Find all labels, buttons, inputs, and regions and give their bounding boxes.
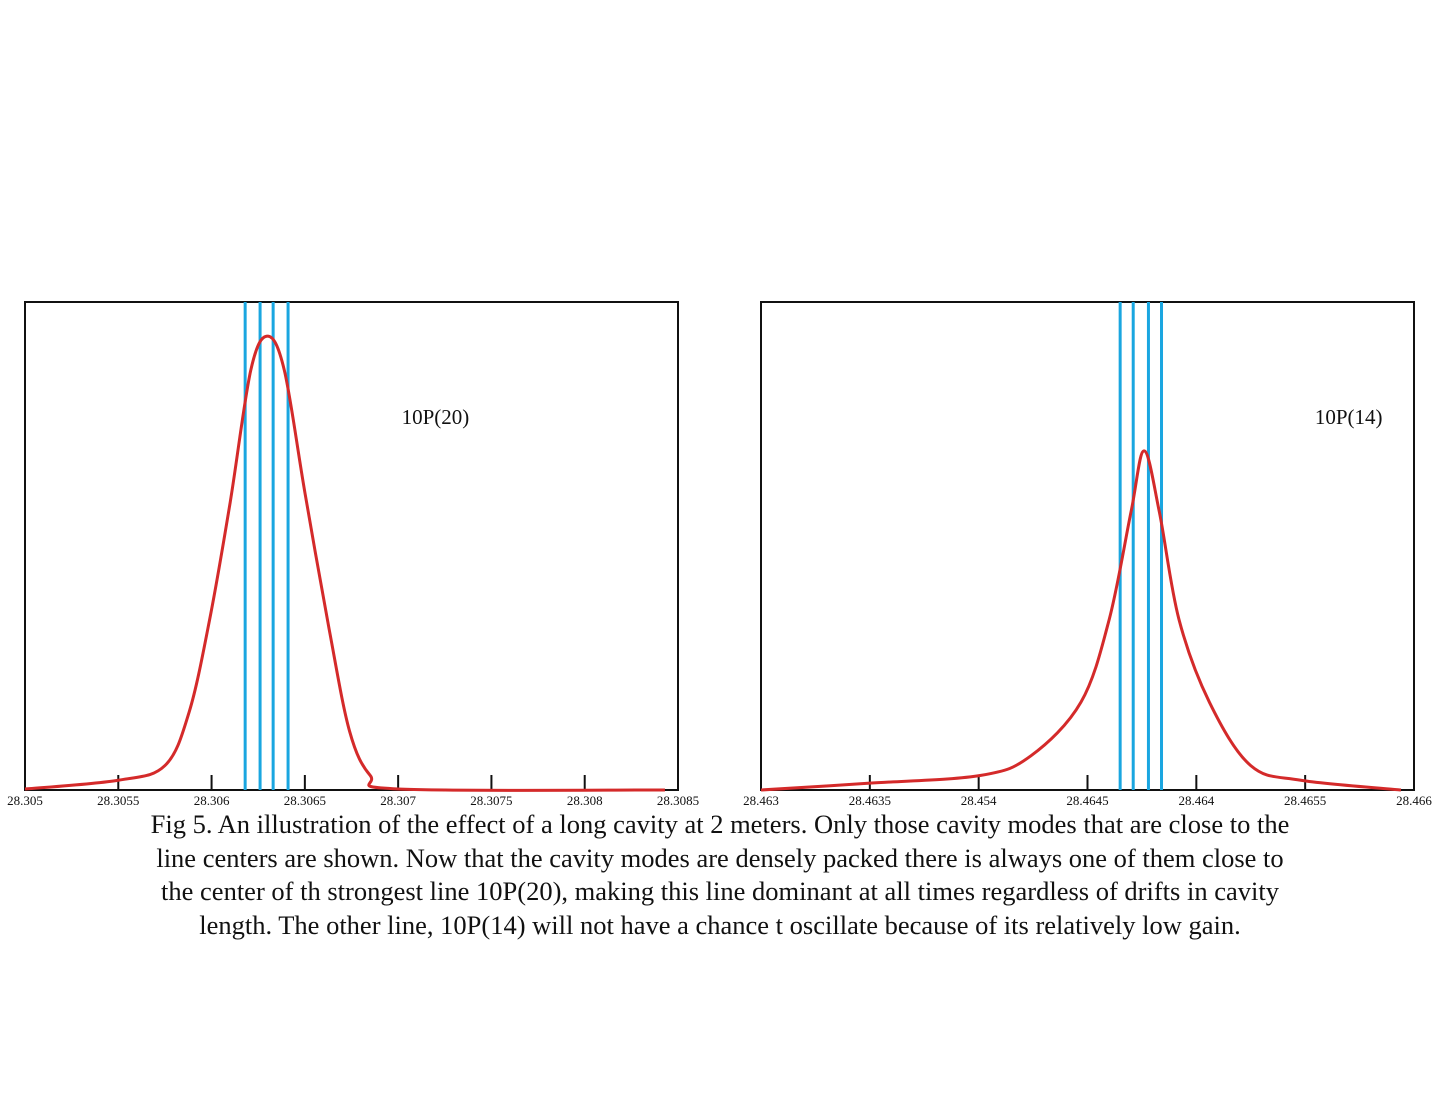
x-tick-label: 28.308	[567, 793, 603, 808]
x-tick-label: 28.3085	[657, 793, 699, 808]
x-tick-label: 28.4635	[849, 793, 891, 808]
x-tick-label: 28.3055	[97, 793, 139, 808]
line-series	[24, 334, 665, 792]
x-tick-label: 28.463	[743, 793, 779, 808]
plot-frame	[760, 301, 1415, 791]
x-tick-label: 28.306	[194, 793, 230, 808]
caption-line: the center of th strongest line 10P(20),…	[161, 876, 1279, 906]
x-tick-label: 28.305	[7, 793, 43, 808]
caption-line: length. The other line, 10P(14) will not…	[199, 909, 1241, 940]
x-tick-label: 28.307	[380, 793, 416, 808]
x-tick-label: 28.3075	[470, 793, 512, 808]
annotation: 10P(14)	[1315, 405, 1383, 429]
plot-frame	[24, 301, 679, 791]
annotation: 10P(20)	[402, 405, 470, 429]
caption: Fig 5. An illustration of the effect of …	[0, 808, 1440, 942]
x-tick-label: 28.464	[1178, 793, 1214, 808]
x-tick-label: 28.454	[961, 793, 997, 808]
x-tick-label: 28.3065	[284, 793, 326, 808]
caption-line: line centers are shown. Now that the cav…	[156, 842, 1284, 873]
caption-line: Fig 5. An illustration of the effect of …	[150, 809, 1290, 839]
x-tick-label: 28.4655	[1284, 793, 1326, 808]
x-tick-label: 28.4645	[1066, 793, 1108, 808]
x-tick-label: 28.466	[1396, 793, 1432, 808]
line-series	[760, 449, 1402, 792]
